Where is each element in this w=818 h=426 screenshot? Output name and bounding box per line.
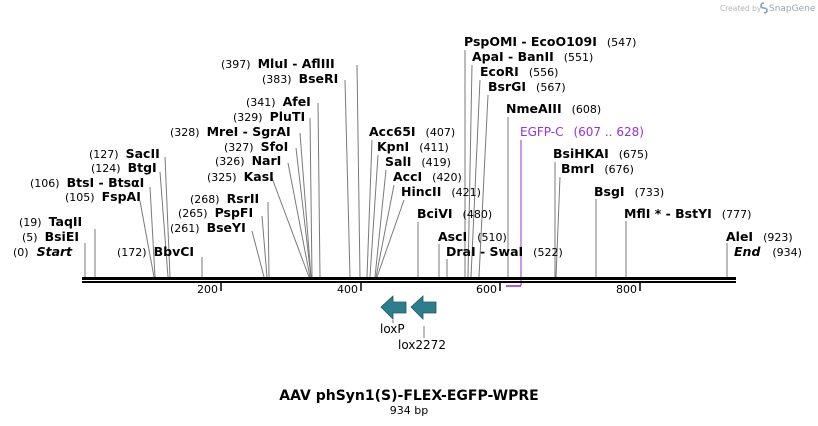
site-bsiei[interactable]: (5) BsiEI xyxy=(22,229,79,244)
site-pluti[interactable]: (329) PluTI xyxy=(233,109,305,124)
site-fspai[interactable]: (105) FspAI xyxy=(65,189,141,204)
watermark: Created by SnapGene xyxy=(720,2,816,14)
site-acci[interactable]: AccI (420) xyxy=(393,169,462,184)
tick-label-600: 600 xyxy=(476,283,497,296)
site-bmri[interactable]: BmrI (676) xyxy=(561,161,634,176)
leader-fspai xyxy=(139,200,155,278)
leader-sali xyxy=(374,169,387,278)
site-hincii[interactable]: HincII (421) xyxy=(401,184,481,199)
site-bsgi[interactable]: BsgI (733) xyxy=(594,184,664,199)
site-sacii[interactable]: (127) SacII xyxy=(89,146,160,161)
leader-sfoi xyxy=(295,147,312,278)
loxp-label[interactable]: loxP xyxy=(380,322,405,336)
sequence-backbone xyxy=(82,277,736,283)
leader-hincii xyxy=(376,199,405,278)
end-label: End (934) xyxy=(734,244,802,259)
leader-bmri xyxy=(555,176,561,278)
site-taqii[interactable]: (19) TaqII xyxy=(19,214,82,229)
leader-acci xyxy=(375,184,395,278)
map-title: AAV phSyn1(S)-FLEX-EGFP-WPRE xyxy=(279,388,538,404)
leader-pluti xyxy=(309,117,313,278)
site-ecori[interactable]: EcoRI (556) xyxy=(480,64,558,79)
site-kpni[interactable]: KpnI (411) xyxy=(377,139,449,154)
leader-pspfi xyxy=(261,215,268,278)
site-afei[interactable]: (341) AfeI xyxy=(246,94,311,109)
leader-btsi xyxy=(149,186,156,278)
leader-bseri xyxy=(344,79,351,278)
snapgene-logo-icon xyxy=(760,2,768,14)
site-alei[interactable]: AleI (923) xyxy=(726,229,793,244)
leader-kpni xyxy=(369,154,379,278)
start-label: (0) Start xyxy=(13,244,73,259)
site-apai[interactable]: ApaI - BanII (551) xyxy=(472,49,593,64)
site-pspomi[interactable]: PspOMI - EcoO109I (547) xyxy=(464,34,636,49)
leader-kasi xyxy=(271,177,310,278)
leader-mlui xyxy=(356,64,361,278)
site-nmeaiii[interactable]: NmeAIII (608) xyxy=(506,101,601,116)
site-bsrgi[interactable]: BsrGI (567) xyxy=(488,79,566,94)
site-mfli[interactable]: MflI * - BstYI (777) xyxy=(624,206,751,221)
site-pspfi[interactable]: (265) PspFI xyxy=(178,205,253,220)
site-rsrii[interactable]: (268) RsrII xyxy=(190,191,259,206)
backbone-top-strand xyxy=(82,277,736,280)
tick-label-200: 200 xyxy=(197,283,218,296)
tick-label-800: 800 xyxy=(616,283,637,296)
site-kasi[interactable]: (325) KasI xyxy=(207,169,274,184)
loxp-arrow-icon[interactable] xyxy=(380,295,407,320)
leader-mrei xyxy=(299,132,312,278)
leader-btgi xyxy=(159,171,169,278)
leader-afei xyxy=(317,102,321,278)
tick-label-400: 400 xyxy=(337,283,358,296)
map-length: 934 bp xyxy=(390,404,428,417)
site-mlui[interactable]: (397) MluI - AflIII xyxy=(221,56,335,71)
site-btsi[interactable]: (106) BtsI - BtsαI xyxy=(30,175,144,190)
restriction-site-labels: (5) BsiEI (19) TaqII (105) FspAI (106) BtsI … xyxy=(19,34,793,259)
site-bseyi[interactable]: (261) BseYI xyxy=(170,220,246,235)
site-sfoi[interactable]: (327) SfoI xyxy=(224,139,288,154)
leader-bseyi xyxy=(251,230,265,278)
site-bsihkai[interactable]: BsiHKAI (675) xyxy=(553,146,648,161)
site-bbvci[interactable]: (172) BbvCI xyxy=(117,244,194,259)
ruler: 200 400 600 800 xyxy=(197,283,641,296)
site-nari[interactable]: (326) NarI xyxy=(215,153,281,168)
leader-bsrgi xyxy=(478,94,489,278)
lox2272-arrow-icon[interactable] xyxy=(410,295,437,320)
site-asci[interactable]: AscI (510) xyxy=(438,229,507,244)
site-bseri[interactable]: (383) BseRI xyxy=(262,71,338,86)
site-bcivi[interactable]: BciVI (480) xyxy=(417,206,492,221)
loxp-feature[interactable]: loxP xyxy=(380,295,407,336)
lox2272-feature[interactable]: lox2272 xyxy=(398,295,446,352)
lox2272-label[interactable]: lox2272 xyxy=(398,338,446,352)
leader-sacii xyxy=(164,156,171,278)
leader-ecori xyxy=(470,79,481,278)
leader-acc65i xyxy=(366,139,373,278)
watermark-prefix: Created by xyxy=(720,4,762,13)
site-sali[interactable]: SalI (419) xyxy=(385,154,451,169)
backbone-bottom-strand xyxy=(82,281,736,283)
site-acc65i[interactable]: Acc65I (407) xyxy=(369,124,455,139)
watermark-product: SnapGene xyxy=(769,4,816,14)
leader-rsrii xyxy=(267,201,270,278)
leader-nari xyxy=(287,162,311,278)
site-btgi[interactable]: (124) BtgI xyxy=(91,160,157,175)
site-mrei[interactable]: (328) MreI - SgrAI xyxy=(170,124,291,139)
site-drai[interactable]: DraI - SwaI (522) xyxy=(446,244,563,259)
site-leader-lines xyxy=(84,50,728,286)
leader-apai xyxy=(467,64,473,278)
egfp-feature-label[interactable]: EGFP-C (607 .. 628) xyxy=(520,125,644,139)
